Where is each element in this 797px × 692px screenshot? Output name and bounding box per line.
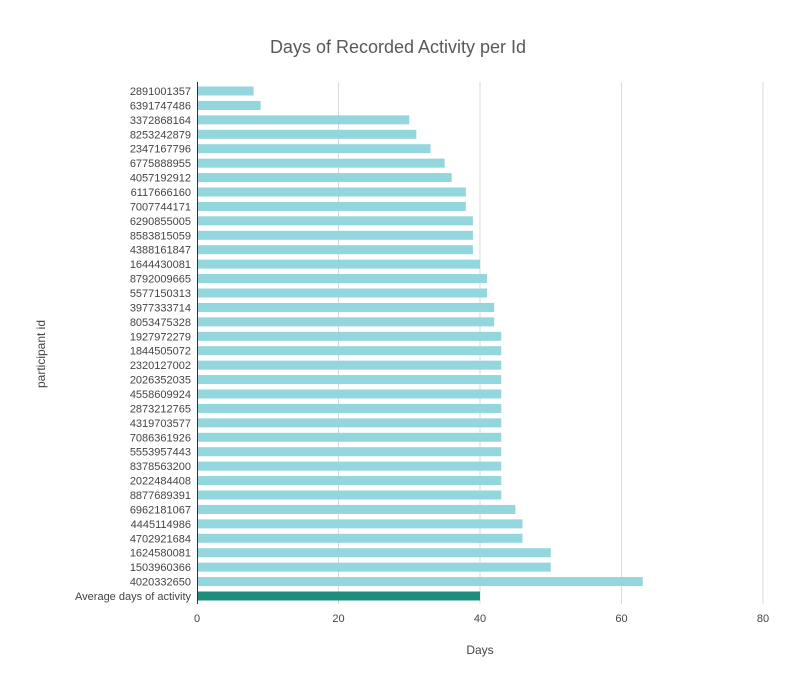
category-label: 8253242879 [130,129,191,141]
bar [197,115,410,125]
category-label: 4702921684 [130,533,191,545]
average-bar [197,591,480,601]
bar [197,274,488,284]
category-label: 3977333714 [130,302,191,314]
bar [197,129,417,139]
category-label: 8583815059 [130,230,191,242]
x-tick-label: 20 [332,613,344,625]
category-label: 4020332650 [130,577,191,589]
bar [197,447,502,457]
category-label: 6775888955 [130,158,191,170]
category-label: Average days of activity [75,591,191,603]
category-label: 1927972279 [130,331,191,343]
x-tick-label: 40 [474,613,486,625]
bar [197,519,523,529]
x-axis-label: Days [466,643,493,657]
bar [197,86,254,96]
bar [197,418,502,428]
bars [197,86,643,601]
category-label: 4558609924 [130,389,191,401]
bar [197,346,502,356]
category-label: 4445114986 [131,519,191,531]
bar [197,533,523,543]
category-label: 7007744171 [130,201,191,213]
category-label: 6962181067 [130,504,191,516]
category-label: 1844505072 [130,346,191,358]
bar [197,389,502,399]
category-label: 8053475328 [130,317,191,329]
bar [197,144,431,154]
chart-title: Days of Recorded Activity per Id [270,37,526,57]
x-tick-label: 0 [194,613,200,625]
bar [197,476,502,486]
bar [197,245,473,255]
bar [197,100,261,110]
bar [197,490,502,500]
category-label: 1644430081 [130,259,191,271]
grid-lines [338,82,764,604]
bar [197,216,473,226]
bar [197,230,473,240]
category-labels: 2891001357 6391747486 3372868164 8253242879… [75,86,191,603]
bar [197,360,502,370]
category-label: 6290855005 [130,216,191,228]
category-label: 2320127002 [130,360,191,372]
bar [197,317,495,327]
category-label: 7086361926 [130,432,191,444]
category-label: 6117666160 [131,187,191,199]
bar [197,201,466,211]
category-label: 8877689391 [130,490,191,502]
category-label: 8792009665 [130,274,191,286]
category-label: 2347167796 [130,144,191,156]
category-label: 1624580081 [130,548,191,560]
bar [197,331,502,341]
category-label: 4319703577 [130,418,191,430]
bar [197,158,445,168]
bar [197,288,488,298]
category-label: 2022484408 [130,476,191,488]
y-axis-label: participant id [34,320,48,388]
bar [197,432,502,442]
category-label: 5553957443 [130,447,191,459]
category-label: 6391747486 [130,100,191,112]
bar [197,548,551,558]
bar [197,504,516,514]
bar [197,461,502,471]
bar [197,187,466,197]
x-tick-labels: 0 20 40 60 80 [194,613,769,625]
category-label: 8378563200 [130,461,191,473]
bar [197,403,502,413]
bar [197,173,452,183]
bar [197,562,551,572]
category-label: 2891001357 [130,86,191,98]
x-tick-label: 60 [615,613,627,625]
category-label: 5577150313 [130,288,191,300]
category-label: 2026352035 [130,375,191,387]
category-label: 2873212765 [130,403,191,415]
category-label: 4057192912 [130,173,191,185]
category-label: 3372868164 [130,115,191,127]
category-label: 1503960366 [130,562,191,574]
x-tick-label: 80 [757,613,769,625]
bar [197,577,643,587]
bar [197,259,480,269]
category-label: 4388161847 [130,245,191,257]
bar [197,302,495,312]
bar [197,375,502,385]
